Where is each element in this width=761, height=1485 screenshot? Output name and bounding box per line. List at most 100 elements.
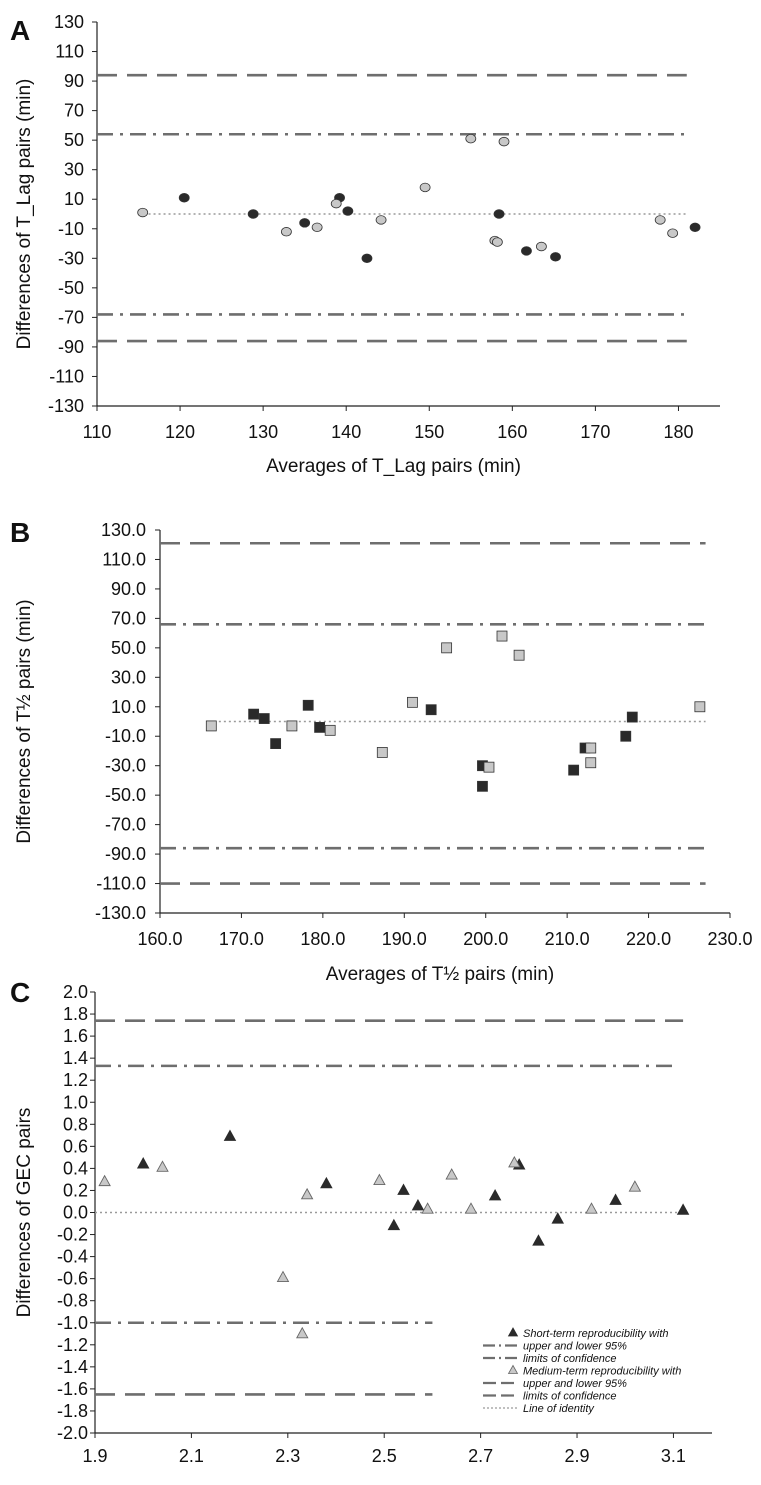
panel-c-x-tick-label: 2.5 bbox=[372, 1446, 397, 1466]
panel-b-y-tick-label: -10.0 bbox=[105, 726, 146, 746]
panel-a-y-tick-label: -110 bbox=[49, 366, 84, 386]
panel-b-point-dark bbox=[620, 730, 632, 742]
panel-c-point-dark bbox=[223, 1129, 237, 1141]
panel-b-letter: B bbox=[10, 517, 30, 548]
panel-c-point-light bbox=[276, 1270, 290, 1282]
panel-a-point-light bbox=[280, 227, 292, 237]
legend-entry-text: Short-term reproducibility with bbox=[523, 1328, 669, 1340]
panel-b-point-light bbox=[407, 696, 418, 708]
panel-a-point-light bbox=[536, 241, 547, 252]
panel-b-point-light bbox=[324, 724, 336, 736]
panel-c-point-dark bbox=[676, 1203, 690, 1215]
panel-c-y-tick-label: 0.2 bbox=[63, 1180, 88, 1200]
panel-c-y-tick-label: 0.0 bbox=[63, 1203, 88, 1223]
panel-c-x-tick-label: 2.7 bbox=[468, 1446, 493, 1466]
panel-c-y-tick-label: -1.6 bbox=[57, 1379, 88, 1399]
panel-c-y-tick-label: 1.6 bbox=[63, 1026, 88, 1046]
panel-c-x-tick-label: 2.9 bbox=[565, 1446, 590, 1466]
legend-entry-text: limits of confidence bbox=[523, 1391, 617, 1403]
panel-c-point-dark bbox=[609, 1193, 622, 1205]
panel-a-y-tick-label: -70 bbox=[58, 307, 84, 327]
panel-b-point-dark bbox=[302, 699, 314, 711]
panel-c-point-light bbox=[628, 1180, 642, 1192]
panel-a-point-dark bbox=[342, 206, 354, 216]
panel-b-y-tick-label: 10.0 bbox=[111, 697, 146, 717]
panel-c-y-tick-label: -0.6 bbox=[57, 1269, 88, 1289]
panel-c-point-light bbox=[98, 1174, 111, 1187]
panel-c-y-tick-label: 1.8 bbox=[63, 1004, 88, 1024]
panel-b-y-tick-label: -110.0 bbox=[96, 874, 146, 894]
panel-c-y-tick-label: 0.4 bbox=[63, 1158, 88, 1178]
panel-c-y-tick-label: -1.2 bbox=[57, 1335, 88, 1355]
panel-a-x-tick-label: 160 bbox=[497, 422, 527, 442]
panel-b-point-light bbox=[694, 701, 706, 713]
panel-c-point-dark bbox=[387, 1218, 401, 1231]
panel-a-y-tick-label: 130 bbox=[54, 12, 84, 32]
panel-a-y-tick-label: -130 bbox=[48, 396, 84, 416]
panel-a-point-light bbox=[311, 222, 323, 232]
panel-a-point-light bbox=[654, 215, 666, 225]
panel-c-y-tick-label: -0.4 bbox=[57, 1247, 88, 1267]
legend-entry-text: upper and lower 95% bbox=[523, 1378, 627, 1390]
panel-c-point-dark bbox=[320, 1176, 333, 1189]
panel-b-x-tick-label: 180.0 bbox=[300, 929, 345, 949]
panel-b-point-light bbox=[513, 649, 525, 661]
panel-c-y-tick-label: -1.4 bbox=[57, 1357, 88, 1377]
panel-c-point-dark bbox=[136, 1157, 150, 1169]
panel-b-x-tick-label: 160.0 bbox=[137, 929, 182, 949]
panel-b-point-dark bbox=[270, 738, 282, 749]
panel-c-y-tick-label: -0.8 bbox=[57, 1291, 88, 1311]
panel-c-letter: C bbox=[10, 977, 30, 1008]
panel-b-point-light bbox=[205, 720, 217, 732]
panel-a-point-dark bbox=[493, 209, 505, 219]
panel-a-point-light bbox=[465, 133, 477, 144]
panel-c-point-light bbox=[445, 1168, 458, 1180]
panel-c-y-tick-label: 1.0 bbox=[63, 1092, 88, 1112]
panel-b-y-tick-label: -30.0 bbox=[105, 756, 146, 776]
legend-entry-text: limits of confidence bbox=[523, 1353, 617, 1365]
panel-c-x-tick-label: 2.3 bbox=[275, 1446, 300, 1466]
panel-b-chart: 130.0 110.0 90.0 70.0 50.0 30.0 10.0 -10.0 -30.0… bbox=[14, 520, 753, 985]
panel-a-y-tick-label: 70 bbox=[64, 101, 84, 121]
panel-b-point-light bbox=[483, 761, 495, 773]
panel-b-y-tick-label: 130.0 bbox=[101, 520, 146, 540]
panel-b-y-tick-label: 50.0 bbox=[111, 638, 146, 658]
panel-c-point-light bbox=[156, 1160, 169, 1172]
panel-b-y-tick-label: 70.0 bbox=[111, 608, 146, 628]
panel-a-x-tick-label: 180 bbox=[663, 422, 693, 442]
panel-c-point-light bbox=[508, 1155, 521, 1168]
panel-a-y-tick-label: -90 bbox=[58, 337, 84, 357]
panel-a-point-light bbox=[330, 198, 342, 209]
panel-b-point-dark bbox=[568, 764, 580, 776]
panel-c-point-light bbox=[464, 1202, 478, 1214]
panel-c-y-tick-label: -0.2 bbox=[57, 1225, 88, 1245]
panel-a-point-light bbox=[667, 228, 679, 238]
panel-b-y-tick-label: 90.0 bbox=[111, 579, 146, 599]
panel-a-point-dark bbox=[299, 218, 311, 228]
panel-b-y-axis-title: Differences of T½ pairs (min) bbox=[14, 599, 35, 843]
legend-entry-text: upper and lower 95% bbox=[523, 1341, 627, 1353]
panel-a-y-tick-label: 30 bbox=[64, 160, 84, 180]
panel-c-y-tick-label: -2.0 bbox=[57, 1423, 88, 1443]
panel-c-point-light bbox=[421, 1202, 434, 1214]
panel-c-y-tick-label: -1.0 bbox=[57, 1313, 88, 1333]
panel-c-point-dark bbox=[411, 1198, 425, 1211]
panel-b-point-light bbox=[585, 757, 597, 769]
panel-a-x-tick-label: 140 bbox=[331, 422, 361, 442]
panel-a-x-axis-title: Averages of T_Lag pairs (min) bbox=[266, 456, 521, 477]
panel-b-point-light bbox=[496, 630, 508, 642]
panel-a-point-light bbox=[137, 207, 149, 218]
panel-a-y-axis-title: Differences of T_Lag pairs (min) bbox=[14, 79, 35, 350]
panel-a-x-tick-label: 170 bbox=[580, 422, 610, 442]
panel-a-point-light bbox=[498, 136, 510, 147]
panel-b-y-tick-label: -130.0 bbox=[95, 903, 146, 923]
panel-a-chart: 130 110 90 70 50 30 10 -10 -30 -50 -70 -90 -110 -130 1… bbox=[14, 12, 720, 477]
panel-a-x-tick-label: 150 bbox=[414, 422, 444, 442]
panel-a-point-dark bbox=[521, 246, 532, 256]
panel-c-point-light bbox=[300, 1187, 314, 1200]
panel-c-point-dark bbox=[532, 1234, 545, 1246]
panel-b-x-axis-title: Averages of T½ pairs (min) bbox=[326, 964, 554, 985]
panel-a-x-tick-label: 110 bbox=[83, 422, 112, 442]
panel-b-point-dark bbox=[248, 708, 260, 720]
panel-b-point-dark bbox=[626, 711, 638, 723]
